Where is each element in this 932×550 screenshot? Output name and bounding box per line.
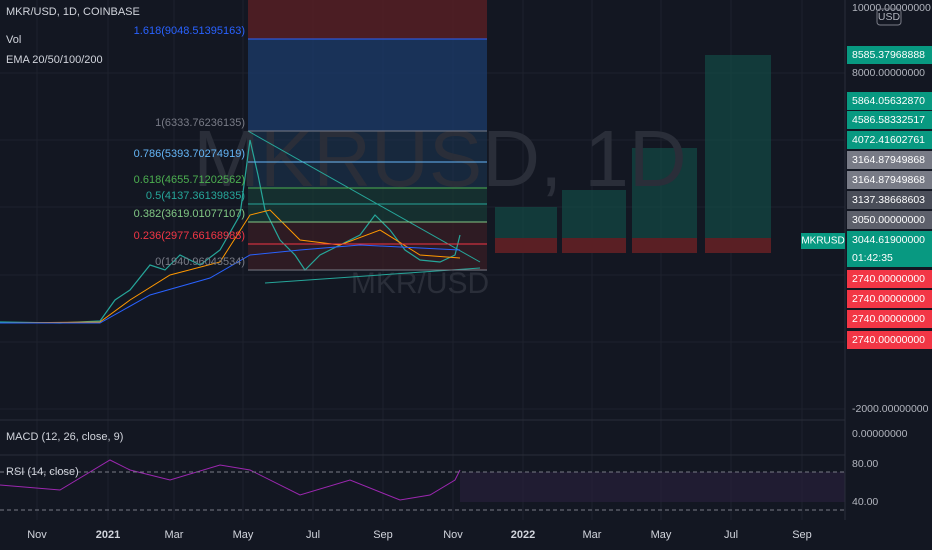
time-label: Mar (165, 529, 184, 541)
currency-box (876, 8, 902, 26)
price-label: 3050.00000000 (852, 214, 925, 226)
time-label: Sep (373, 529, 393, 541)
price-badge (847, 151, 932, 169)
price-label: 3164.87949868 (852, 154, 925, 166)
fib-zone (248, 188, 487, 222)
volume-legend: Vol (6, 34, 21, 46)
price-label: 4586.58332517 (852, 114, 925, 126)
fib-zone (248, 131, 487, 188)
time-label: Nov (27, 529, 47, 541)
time-label: May (233, 529, 254, 541)
price-badge (847, 249, 932, 267)
price-label: 8000.00000000 (852, 67, 925, 79)
price-label: 2740.00000000 (852, 293, 925, 305)
price-label: 3137.38668603 (852, 194, 925, 206)
fib-label: 0(1940.96043534) (155, 256, 245, 268)
time-label: Nov (443, 529, 463, 541)
price-badge (847, 131, 932, 149)
price (0, 139, 461, 324)
price-label: 5864.05632870 (852, 95, 925, 107)
symbol-badge (801, 233, 845, 249)
projection-boxes (495, 55, 771, 253)
fib-label: 0.5(4137.36139835) (146, 190, 245, 202)
symbol-title: MKR/USD, 1D, COINBASE (6, 6, 140, 18)
watermark: MKRUSD, 1D (193, 114, 686, 203)
price-badge (847, 111, 932, 129)
price-label: USD (878, 11, 901, 23)
price-label: 3044.61900000 (852, 234, 925, 246)
price-badge (847, 46, 932, 64)
rsi-line (0, 459, 461, 501)
price-label: 2740.00000000 (852, 313, 925, 325)
price-badge (847, 231, 932, 249)
fib-label: 0.786(5393.70274919) (134, 148, 245, 160)
time-label: 2022 (511, 529, 535, 541)
time-label: 2021 (96, 529, 120, 541)
fib-zone (248, 0, 487, 39)
symbol-badge-text: MKRUSD (801, 236, 844, 247)
price-badge (847, 270, 932, 288)
price-badge (847, 290, 932, 308)
price-label: 4072.41602761 (852, 134, 925, 146)
price-label: 3164.87949868 (852, 174, 925, 186)
price-badge (847, 92, 932, 110)
price-badge (847, 310, 932, 328)
price-label: 2740.00000000 (852, 334, 925, 346)
fib-label: 1(6333.76236135) (155, 117, 245, 129)
fib-label: 0.382(3619.01077107) (134, 208, 245, 220)
time-label: May (651, 529, 672, 541)
price-label: -2000.00000000 (852, 403, 929, 415)
price-label: 10000.00000000 (852, 2, 931, 14)
fib-zone (248, 222, 487, 270)
time-label: Jul (724, 529, 738, 541)
rsi-legend: RSI (14, close) (6, 466, 79, 478)
ema-legend: EMA 20/50/100/200 (6, 54, 103, 66)
fib-label: 1.618(9048.51395163) (134, 25, 245, 37)
price-badge (847, 171, 932, 189)
macd-legend: MACD (12, 26, close, 9) (6, 431, 123, 443)
price-label: 80.00 (852, 458, 878, 470)
fib-label: 0.236(2977.66168988) (134, 230, 245, 242)
fib-label: 0.618(4655.71202562) (134, 174, 245, 186)
price-badge (847, 331, 932, 349)
price-badge (847, 211, 932, 229)
time-label: Jul (306, 529, 320, 541)
price-badge (847, 191, 932, 209)
trend-line (247, 130, 481, 263)
time-label: Mar (583, 529, 602, 541)
price-label: 40.00 (852, 496, 878, 508)
price-label: 01:42:35 (852, 252, 893, 264)
fib-zone (248, 39, 487, 131)
ema (0, 244, 461, 324)
rsi-band (460, 472, 845, 502)
price-label: 8585.37968888 (852, 49, 925, 61)
ema (0, 209, 461, 324)
price-label: 2740.00000000 (852, 273, 925, 285)
price-label: 0.00000000 (852, 428, 908, 440)
time-label: Sep (792, 529, 812, 541)
